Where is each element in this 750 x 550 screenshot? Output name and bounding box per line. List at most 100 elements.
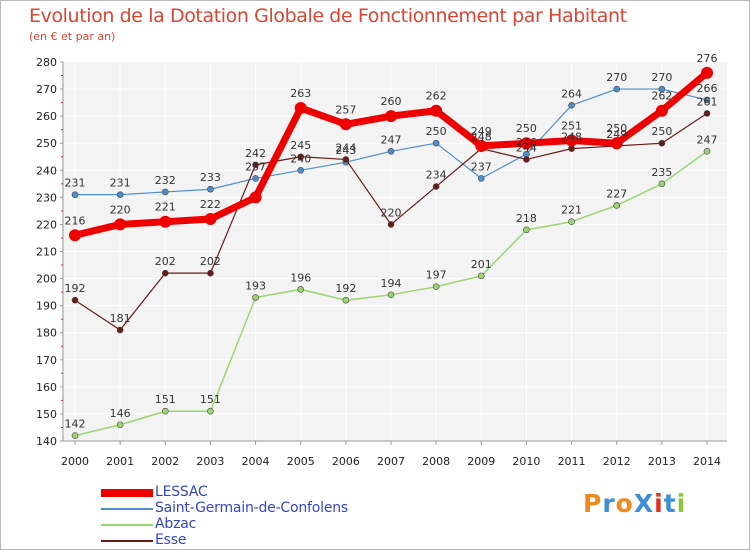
data-label-esse: 220 xyxy=(381,206,402,219)
x-tick-label: 2010 xyxy=(512,455,540,468)
data-label-saint-germain-de-confolens: 247 xyxy=(381,133,402,146)
data-label-esse: 242 xyxy=(245,147,266,160)
data-label-saint-germain-de-confolens: 237 xyxy=(245,160,266,173)
legend-swatch xyxy=(101,508,153,510)
y-tick-label: 190 xyxy=(36,300,57,313)
x-tick-label: 2002 xyxy=(151,455,179,468)
data-label-lessac: 250 xyxy=(516,122,537,135)
y-tick-label: 220 xyxy=(36,218,57,231)
data-label-abzac: 193 xyxy=(245,280,266,293)
data-label-abzac: 227 xyxy=(606,187,627,200)
data-label-lessac: 262 xyxy=(651,90,672,103)
y-tick-label: 140 xyxy=(36,435,57,448)
data-point-saint-germain-de-confolens xyxy=(116,191,124,198)
x-tick-label: 2007 xyxy=(377,455,405,468)
data-label-esse: 245 xyxy=(290,139,311,152)
x-tick-label: 2008 xyxy=(422,455,450,468)
data-labels-layer: 231 231 232 233 237 240 243 247 250 237 246 264 270 2… xyxy=(65,52,718,431)
x-tick-label: 2006 xyxy=(332,455,360,468)
data-label-lessac: 263 xyxy=(290,87,311,100)
data-point-esse xyxy=(432,183,440,190)
y-tick-label: 270 xyxy=(36,83,57,96)
data-label-lessac: 250 xyxy=(606,122,627,135)
axes: 140 150 160 170 180 190 200 210 220 230 240 250 260 2… xyxy=(36,56,727,468)
data-label-saint-germain-de-confolens: 246 xyxy=(516,136,537,149)
data-label-abzac: 235 xyxy=(651,166,672,179)
logo-letter: r xyxy=(602,489,616,518)
legend-swatch xyxy=(101,524,153,526)
data-label-lessac: 221 xyxy=(155,201,176,214)
data-point-lessac xyxy=(655,104,668,117)
data-point-abzac xyxy=(477,272,485,280)
x-tick-label: 2005 xyxy=(287,455,315,468)
y-tick-label: 160 xyxy=(36,381,57,394)
data-point-abzac xyxy=(342,296,350,304)
x-tick-label: 2003 xyxy=(196,455,224,468)
data-label-esse: 202 xyxy=(155,255,176,268)
data-label-saint-germain-de-confolens: 231 xyxy=(110,177,131,190)
x-tick-label: 2004 xyxy=(242,455,270,468)
data-label-abzac: 151 xyxy=(155,393,176,406)
data-point-lessac xyxy=(249,191,262,204)
data-label-lessac: 216 xyxy=(65,214,86,227)
data-label-saint-germain-de-confolens: 232 xyxy=(155,174,176,187)
data-label-saint-germain-de-confolens: 266 xyxy=(697,82,718,95)
data-label-saint-germain-de-confolens: 243 xyxy=(335,144,356,157)
data-point-lessac xyxy=(385,110,397,123)
legend-item-saint-germain-de-confolens: Saint-Germain-de-Confolens xyxy=(101,500,421,517)
data-label-saint-germain-de-confolens: 270 xyxy=(606,71,627,84)
data-point-lessac xyxy=(339,118,352,131)
data-point-abzac xyxy=(252,294,259,301)
data-point-saint-germain-de-confolens xyxy=(387,148,395,155)
data-point-esse xyxy=(252,161,259,169)
series-saint-germain-de-confolens xyxy=(71,85,711,198)
data-point-abzac xyxy=(658,180,666,188)
data-label-abzac: 201 xyxy=(471,258,492,271)
data-point-esse xyxy=(297,153,305,161)
logo-letter: i xyxy=(654,489,664,518)
data-label-lessac: 251 xyxy=(561,120,582,133)
data-label-saint-germain-de-confolens: 233 xyxy=(200,171,221,184)
data-point-esse xyxy=(523,156,530,163)
logo-letter: t xyxy=(663,489,677,518)
data-point-esse xyxy=(387,221,395,228)
data-label-lessac: 220 xyxy=(110,203,131,216)
y-tick-label: 170 xyxy=(36,354,57,367)
data-point-abzac xyxy=(71,432,79,439)
y-tick-label: 210 xyxy=(36,246,57,259)
data-point-lessac xyxy=(475,139,488,152)
legend-label: Abzac xyxy=(155,516,197,532)
x-tick-label: 2001 xyxy=(106,455,134,468)
legend-swatch xyxy=(101,540,153,542)
data-label-esse: 244 xyxy=(516,141,537,154)
data-point-abzac xyxy=(297,286,305,293)
data-point-esse xyxy=(658,139,666,147)
data-label-abzac: 142 xyxy=(65,418,86,431)
data-point-lessac xyxy=(204,213,217,226)
chart-subtitle: (en € et par an) xyxy=(29,30,116,43)
y-tick-label: 260 xyxy=(36,110,57,123)
x-tick-label: 2014 xyxy=(693,455,721,468)
data-point-saint-germain-de-confolens xyxy=(252,175,259,182)
y-tick-label: 200 xyxy=(36,273,57,286)
data-point-saint-germain-de-confolens xyxy=(71,191,79,198)
data-label-lessac: 257 xyxy=(335,103,356,116)
data-point-lessac xyxy=(520,137,533,150)
y-tick-label: 230 xyxy=(36,191,57,204)
data-point-lessac xyxy=(565,134,578,147)
data-point-saint-germain-de-confolens xyxy=(568,102,575,109)
data-label-lessac: 222 xyxy=(200,198,221,211)
data-point-esse xyxy=(342,156,350,163)
data-point-abzac xyxy=(613,202,621,209)
data-point-lessac xyxy=(610,137,623,150)
data-point-lessac xyxy=(159,215,172,228)
y-tick-label: 150 xyxy=(36,408,57,421)
logo-letter: o xyxy=(615,489,634,518)
series-lessac xyxy=(69,66,713,242)
data-point-saint-germain-de-confolens xyxy=(703,96,711,104)
data-label-esse: 192 xyxy=(65,282,86,295)
logo-letter: i xyxy=(676,489,687,518)
data-point-saint-germain-de-confolens xyxy=(161,188,169,196)
series-layer xyxy=(69,66,713,439)
